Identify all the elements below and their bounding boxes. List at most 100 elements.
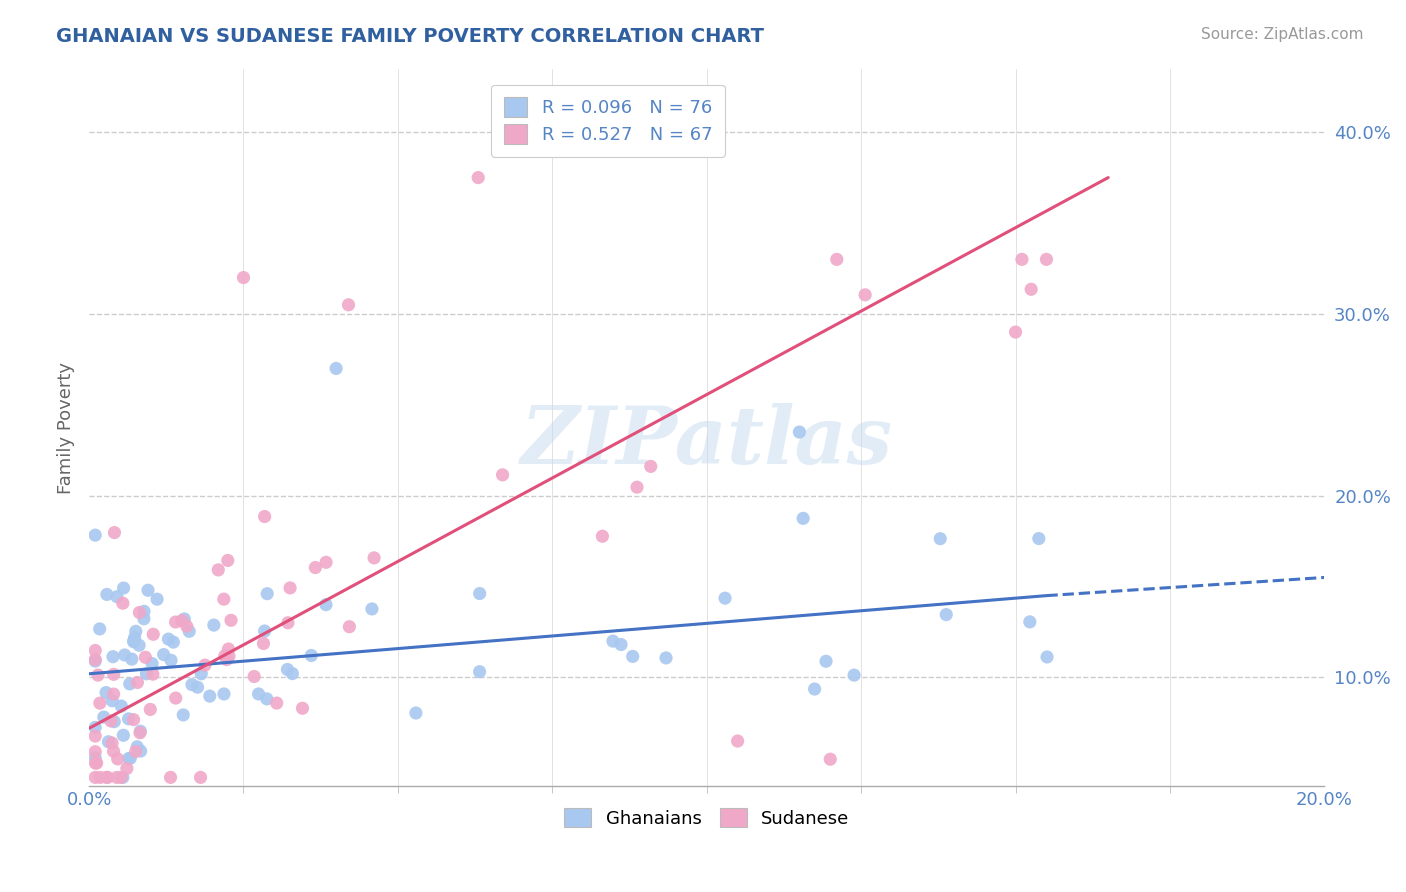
Point: [125, 624, 148, 639]
Point: [115, 761, 138, 775]
Point: [134, 650, 156, 665]
Point: [842, 668, 865, 682]
Point: [165, 691, 187, 706]
Point: [84, 653, 107, 667]
Point: [117, 712, 139, 726]
Point: [212, 592, 235, 607]
Point: [84, 751, 107, 765]
Point: [125, 745, 148, 759]
Point: [789, 425, 811, 439]
Point: [114, 648, 136, 662]
Point: [176, 619, 198, 633]
Point: [101, 694, 124, 708]
Point: [142, 627, 165, 641]
Point: [815, 654, 838, 668]
Point: [96, 771, 118, 785]
Point: [190, 771, 212, 785]
Point: [219, 613, 242, 627]
Point: [207, 563, 229, 577]
Point: [139, 702, 162, 716]
Point: [315, 555, 337, 569]
Point: [107, 752, 129, 766]
Point: [84, 745, 107, 759]
Point: [621, 649, 644, 664]
Point: [97, 735, 120, 749]
Point: [190, 666, 212, 681]
Point: [159, 771, 181, 785]
Point: [103, 744, 125, 758]
Point: [337, 620, 360, 634]
Point: [121, 652, 143, 666]
Point: [94, 685, 117, 699]
Point: [1019, 282, 1042, 296]
Point: [278, 581, 301, 595]
Point: [299, 648, 322, 663]
Point: [256, 587, 278, 601]
Point: [491, 467, 513, 482]
Point: [1018, 615, 1040, 629]
Point: [93, 710, 115, 724]
Point: [181, 677, 204, 691]
Point: [142, 667, 165, 681]
Point: [146, 592, 169, 607]
Point: [277, 615, 299, 630]
Point: [100, 714, 122, 728]
Point: [714, 591, 737, 606]
Point: [89, 771, 111, 785]
Point: [111, 596, 134, 610]
Point: [405, 706, 427, 720]
Point: [253, 624, 276, 638]
Point: [214, 648, 236, 663]
Point: [217, 553, 239, 567]
Point: [127, 675, 149, 690]
Point: [363, 550, 385, 565]
Point: [468, 665, 491, 679]
Point: [132, 604, 155, 618]
Point: [935, 607, 957, 622]
Point: [84, 654, 107, 668]
Point: [157, 632, 180, 646]
Point: [194, 658, 217, 673]
Point: [129, 724, 152, 739]
Point: [89, 622, 111, 636]
Point: [103, 714, 125, 729]
Point: [152, 648, 174, 662]
Point: [136, 583, 159, 598]
Point: [1036, 650, 1059, 665]
Point: [853, 288, 876, 302]
Point: [89, 696, 111, 710]
Point: [325, 361, 347, 376]
Point: [160, 653, 183, 667]
Point: [135, 666, 157, 681]
Point: [1011, 252, 1033, 267]
Point: [101, 649, 124, 664]
Point: [232, 270, 254, 285]
Point: [215, 652, 238, 666]
Point: [110, 771, 132, 785]
Point: [129, 744, 152, 758]
Point: [96, 587, 118, 601]
Point: [640, 459, 662, 474]
Point: [162, 635, 184, 649]
Point: [252, 636, 274, 650]
Point: [655, 651, 678, 665]
Point: [276, 663, 298, 677]
Point: [103, 525, 125, 540]
Point: [212, 687, 235, 701]
Point: [247, 687, 270, 701]
Point: [467, 170, 489, 185]
Point: [256, 691, 278, 706]
Point: [1028, 532, 1050, 546]
Point: [218, 642, 240, 657]
Point: [84, 528, 107, 542]
Point: [1004, 325, 1026, 339]
Point: [128, 606, 150, 620]
Point: [337, 298, 360, 312]
Point: [103, 667, 125, 681]
Point: [105, 771, 128, 785]
Point: [165, 615, 187, 629]
Legend: Ghanaians, Sudanese: Ghanaians, Sudanese: [557, 800, 856, 835]
Point: [173, 612, 195, 626]
Point: [141, 657, 163, 671]
Point: [84, 729, 107, 743]
